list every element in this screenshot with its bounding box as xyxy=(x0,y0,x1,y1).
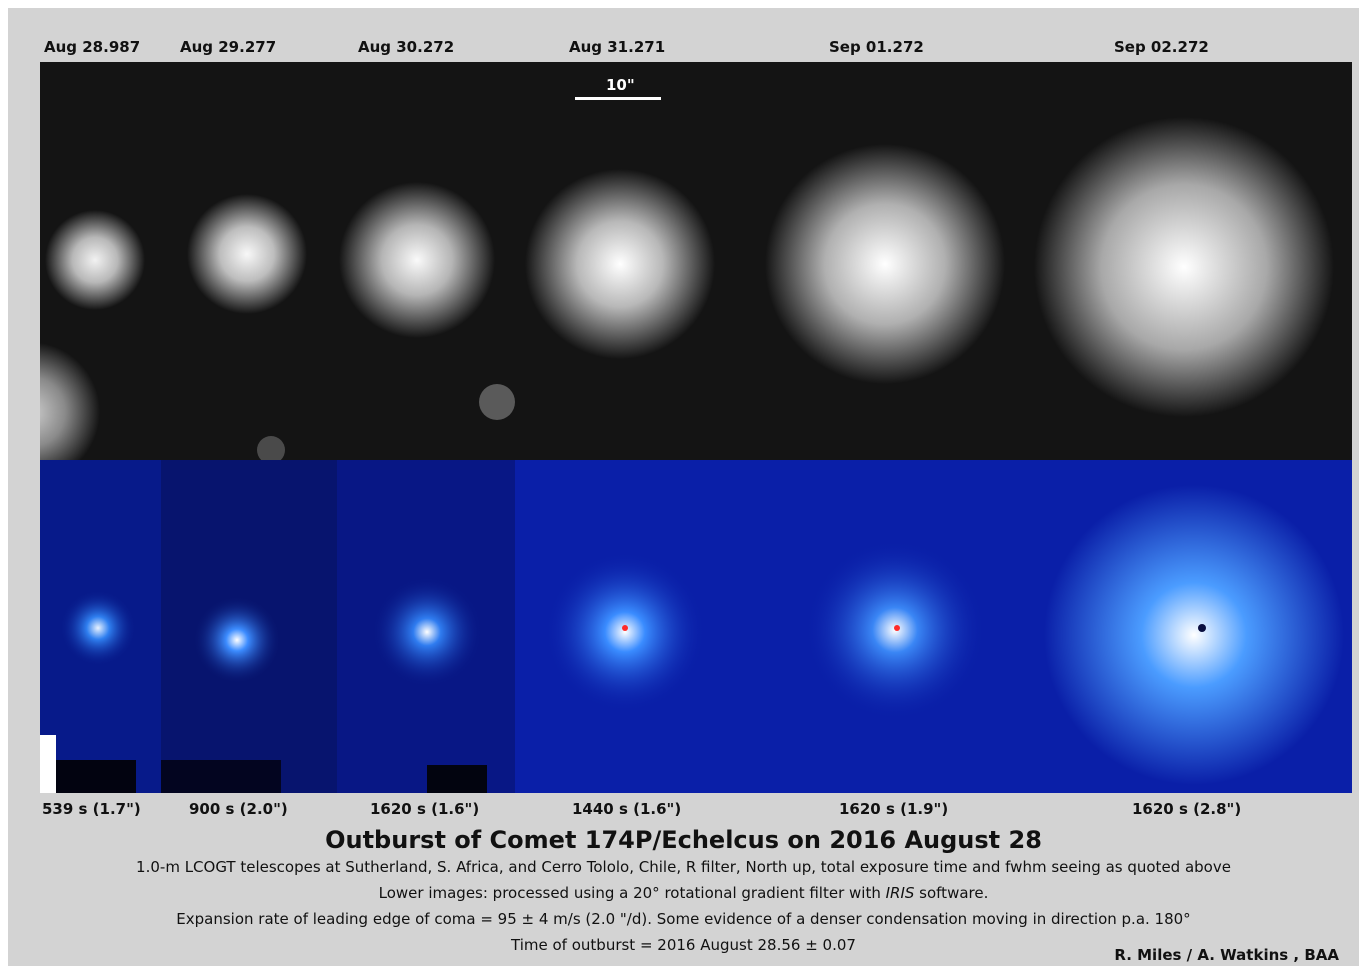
processed-image-3 xyxy=(337,460,515,793)
processed-image-5 xyxy=(765,460,1026,793)
exposure-label-6: 1620 s (2.8") xyxy=(1132,800,1242,818)
date-label-2: Aug 29.277 xyxy=(180,38,277,56)
caption-line-4: Time of outburst = 2016 August 28.56 ± 0… xyxy=(511,936,856,954)
raw-image-6 xyxy=(1026,62,1352,460)
raw-image-2 xyxy=(161,62,337,460)
raw-image-4 xyxy=(515,62,765,460)
exposure-label-5: 1620 s (1.9") xyxy=(839,800,949,818)
date-label-1: Aug 28.987 xyxy=(44,38,141,56)
raw-image-5 xyxy=(765,62,1026,460)
caption-line-3: Expansion rate of leading edge of coma =… xyxy=(176,910,1191,928)
caption-line-1: 1.0-m LCOGT telescopes at Sutherland, S.… xyxy=(136,858,1231,876)
credit: R. Miles / A. Watkins , BAA xyxy=(1114,946,1339,964)
exposure-label-1: 539 s (1.7") xyxy=(42,800,141,818)
processed-image-1 xyxy=(40,460,161,793)
scale-bar xyxy=(575,97,661,100)
caption-line-2-prefix: Lower images: processed using a 20° rota… xyxy=(378,884,886,902)
exposure-label-3: 1620 s (1.6") xyxy=(370,800,480,818)
processed-image-4 xyxy=(515,460,765,793)
date-label-5: Sep 01.272 xyxy=(829,38,924,56)
caption-software-name: IRIS xyxy=(885,884,915,902)
processed-image-6 xyxy=(1026,460,1352,793)
exposure-label-2: 900 s (2.0") xyxy=(189,800,288,818)
date-label-4: Aug 31.271 xyxy=(569,38,666,56)
date-label-3: Aug 30.272 xyxy=(358,38,455,56)
processed-image-2 xyxy=(161,460,337,793)
raw-image-1 xyxy=(40,62,161,460)
date-label-6: Sep 02.272 xyxy=(1114,38,1209,56)
exposure-label-4: 1440 s (1.6") xyxy=(572,800,682,818)
scale-bar-label: 10" xyxy=(606,76,635,94)
caption-line-2-suffix: software. xyxy=(914,884,989,902)
figure-title: Outburst of Comet 174P/Echelcus on 2016 … xyxy=(325,826,1042,854)
figure-frame: Aug 28.987 Aug 29.277 Aug 30.272 Aug 31.… xyxy=(8,8,1359,966)
caption-line-2: Lower images: processed using a 20° rota… xyxy=(8,884,1359,902)
raw-image-3 xyxy=(337,62,515,460)
